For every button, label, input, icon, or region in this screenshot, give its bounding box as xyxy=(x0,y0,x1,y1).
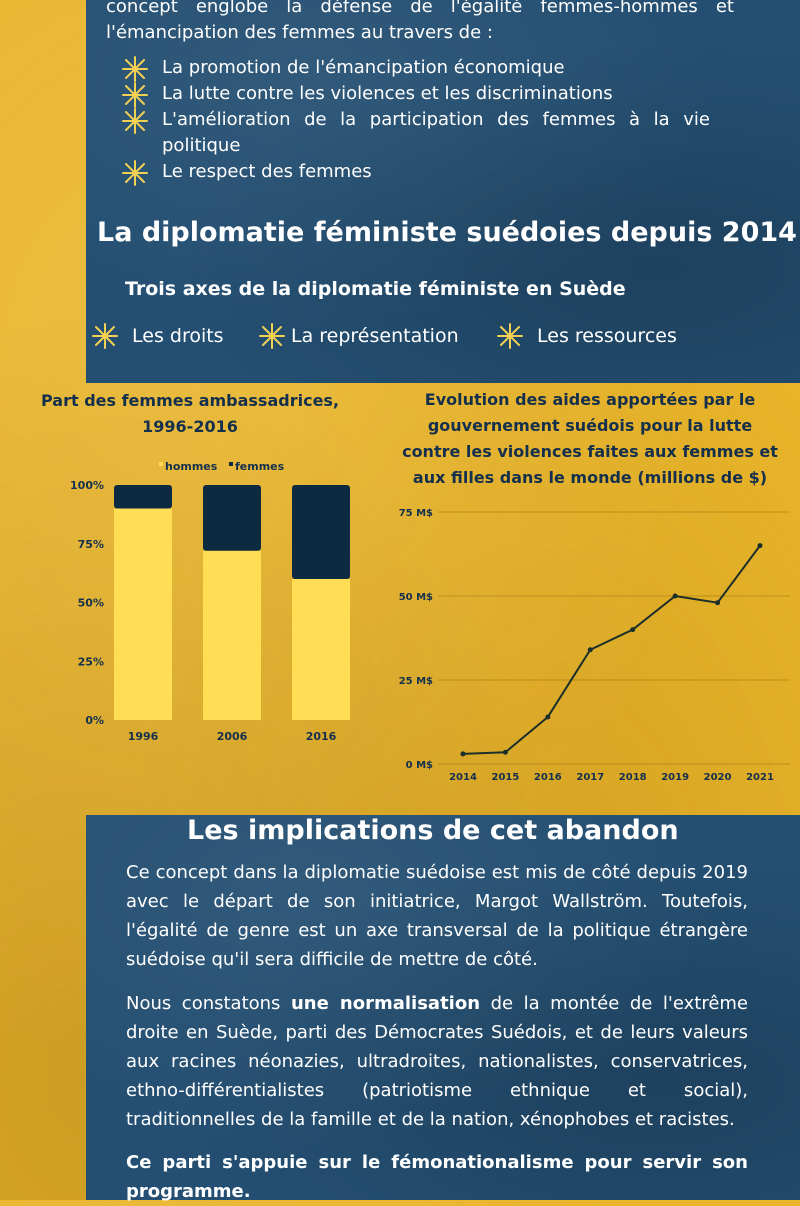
star-burst-icon xyxy=(120,108,150,134)
legend-label-femmes: femmes xyxy=(235,460,285,473)
bar-femmes-2016 xyxy=(292,485,350,579)
axis-item-ressources: Les ressources xyxy=(495,320,677,352)
line-chart-title: Evolution des aides apportées par le gou… xyxy=(402,390,778,487)
bar-hommes-2016 xyxy=(292,579,350,720)
bar-femmes-1996 xyxy=(114,485,172,509)
x-tick-label: 2018 xyxy=(619,772,647,783)
x-tick-label: 2015 xyxy=(492,772,520,783)
data-point-2021 xyxy=(757,543,763,549)
bar-legend: hommes femmes xyxy=(159,460,285,473)
data-point-2016 xyxy=(545,714,551,720)
bullet-item: La promotion de l'émancipation économiqu… xyxy=(120,55,710,82)
y-tick-label: 0% xyxy=(85,714,104,727)
axis-label: La représentation xyxy=(291,325,459,347)
data-point-2015 xyxy=(502,749,508,755)
star-burst-icon xyxy=(495,323,525,349)
intro-line: l'émancipation des femmes au travers de … xyxy=(106,22,493,43)
bullet-item: Le respect des femmes xyxy=(120,159,710,186)
top-panel xyxy=(86,0,800,383)
star-burst-icon xyxy=(120,160,150,186)
section-subtitle: Trois axes de la diplomatie féministe en… xyxy=(125,278,626,300)
legend-label-hommes: hommes xyxy=(165,460,218,473)
bullet-item: La lutte contre les violences et les dis… xyxy=(120,81,710,108)
bullet-text: La promotion de l'émancipation économiqu… xyxy=(162,57,565,78)
y-tick-label: 50% xyxy=(78,597,104,610)
y-tick-label: 75% xyxy=(78,538,104,551)
data-point-2020 xyxy=(715,600,721,606)
legend-swatch-femmes xyxy=(229,462,233,466)
x-tick-label: 1996 xyxy=(128,730,159,743)
x-tick-label: 2017 xyxy=(576,772,604,783)
x-tick-label: 2006 xyxy=(217,730,248,743)
bullet-item: L'amélioration de la participation des f… xyxy=(120,107,710,159)
axis-label: Les ressources xyxy=(537,325,677,347)
x-tick-label: 2021 xyxy=(746,772,774,783)
paragraph-conclusion: Ce parti s'appuie sur le fémonationalism… xyxy=(126,1152,748,1202)
data-point-2017 xyxy=(587,647,593,653)
paragraph-text: de la montée de l'extrême droite en Suèd… xyxy=(126,993,749,1130)
bar-chart-title: Part des femmes ambassadrices, 1996-2016 xyxy=(40,391,340,436)
bullet-list: La promotion de l'émancipation économiqu… xyxy=(120,55,710,186)
x-tick-label: 2020 xyxy=(704,772,732,783)
data-point-2019 xyxy=(672,593,678,599)
y-tick-label: 25 M$ xyxy=(399,676,433,687)
y-tick-label: 100% xyxy=(70,479,104,492)
bullet-text: L'amélioration de la participation des f… xyxy=(162,109,710,156)
y-tick-label: 50 M$ xyxy=(399,592,433,603)
line-chart: 0 M$ 25 M$ 50 M$ 75 M$ 2014 2015 2016 2017 2018 2… xyxy=(399,508,790,783)
y-tick-label: 75 M$ xyxy=(399,508,433,519)
bar-hommes-2006 xyxy=(203,550,261,720)
axis-item-representation: La représentation xyxy=(257,320,459,352)
data-point-2014 xyxy=(460,751,466,757)
bar-femmes-2006 xyxy=(203,485,261,551)
x-tick-label: 2016 xyxy=(306,730,337,743)
x-tick-label: 2016 xyxy=(534,772,562,783)
bottom-panel xyxy=(86,815,800,1200)
axis-item-droits: Les droits xyxy=(90,320,224,352)
section-title: Les implications de cet abandon xyxy=(187,815,679,846)
axes-row: Les droits La représentation Les ressour… xyxy=(0,320,800,352)
y-tick-label: 25% xyxy=(78,655,104,668)
bar-hommes-1996 xyxy=(114,508,172,720)
star-burst-icon xyxy=(90,323,120,349)
star-burst-icon xyxy=(120,82,150,108)
x-tick-label: 2019 xyxy=(661,772,689,783)
y-tick-label: 0 M$ xyxy=(406,760,433,771)
bullet-text: La lutte contre les violences et les dis… xyxy=(162,83,613,104)
paragraph: Nous constatons une normalisation de la … xyxy=(126,989,748,1134)
section-title: La diplomatie féministe suédoies depuis … xyxy=(97,217,797,248)
star-burst-icon xyxy=(120,56,150,82)
bar-chart: hommes femmes 0% 25% 50% 75% 100% 1996 2006 2016 xyxy=(70,460,350,743)
series-line xyxy=(462,545,761,755)
paragraph: Ce concept dans la diplomatie suédoise e… xyxy=(126,862,748,970)
data-point-2018 xyxy=(630,627,636,633)
x-tick-label: 2014 xyxy=(449,772,477,783)
legend-swatch-hommes xyxy=(159,462,163,466)
axis-label: Les droits xyxy=(132,325,224,347)
bullet-text: Le respect des femmes xyxy=(162,161,372,182)
star-burst-icon xyxy=(257,323,287,349)
intro-line: concept englobe la défense de l'égalité … xyxy=(106,0,734,17)
paragraph-emphasis: une normalisation xyxy=(290,993,481,1014)
paragraph-text: Nous constatons xyxy=(126,993,291,1014)
